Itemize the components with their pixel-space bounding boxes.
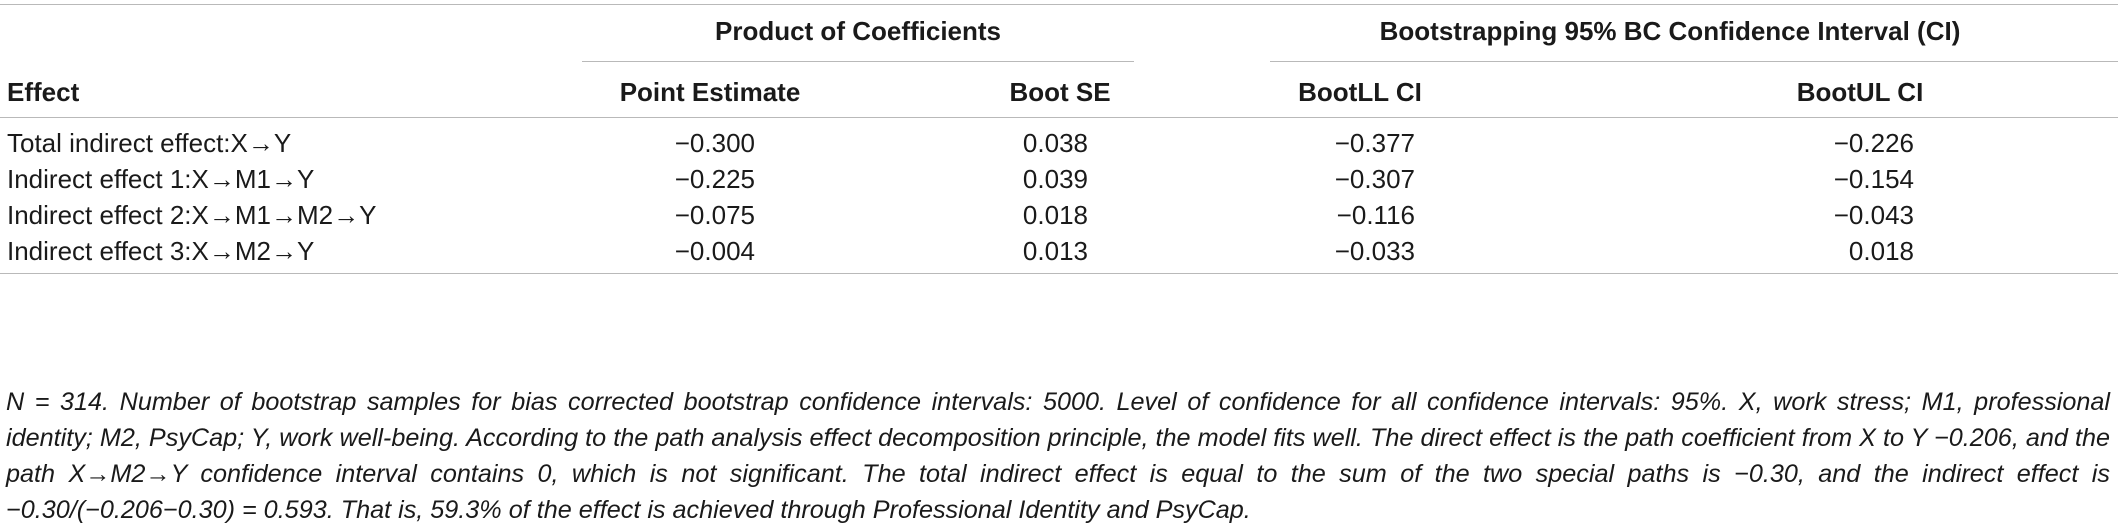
header-bottom-rule bbox=[0, 117, 2118, 118]
table-row-3-bootul-ci: −0.043 bbox=[1833, 200, 1914, 230]
group-rule-bootstrap bbox=[1270, 61, 2118, 62]
table-bottom-rule bbox=[0, 273, 2118, 274]
table-row-2-boot-se: 0.039 bbox=[1022, 164, 1088, 194]
table-row-1-effect: Total indirect effect:X→Y bbox=[7, 128, 292, 158]
table-row-4-boot-se: 0.013 bbox=[1022, 236, 1088, 266]
table-row-4-bootul-ci: 0.018 bbox=[1848, 236, 1914, 266]
column-header-effect: Effect bbox=[7, 77, 80, 107]
table-row-2-effect: Indirect effect 1:X→M1→Y bbox=[7, 164, 315, 194]
column-header-boot-se: Boot SE bbox=[1009, 77, 1111, 107]
table-row-3-point-estimate: −0.075 bbox=[674, 200, 755, 230]
table-row-3-effect: Indirect effect 2:X→M1→M2→Y bbox=[7, 200, 377, 230]
table-row-1-boot-se: 0.038 bbox=[1022, 128, 1088, 158]
table-row-1-point-estimate: −0.300 bbox=[674, 128, 755, 158]
table-top-rule bbox=[0, 4, 2118, 5]
table-row-4-point-estimate: −0.004 bbox=[674, 236, 755, 266]
group-header-bootstrap: Bootstrapping 95% BC Confidence Interval… bbox=[1379, 16, 1961, 46]
table-row-2-bootll-ci: −0.307 bbox=[1334, 164, 1415, 194]
table-row-1-bootul-ci: −0.226 bbox=[1833, 128, 1914, 158]
table-footnote: N = 314. Number of bootstrap samples for… bbox=[6, 388, 2110, 524]
table-row-1-bootll-ci: −0.377 bbox=[1334, 128, 1415, 158]
table-row-3-boot-se: 0.018 bbox=[1022, 200, 1088, 230]
table-row-2-point-estimate: −0.225 bbox=[674, 164, 755, 194]
group-rule-product bbox=[582, 61, 1134, 62]
column-header-point-estimate: Point Estimate bbox=[619, 77, 801, 107]
column-header-bootll-ci: BootLL CI bbox=[1298, 77, 1422, 107]
table-row-4-effect: Indirect effect 3:X→M2→Y bbox=[7, 236, 315, 266]
group-header-product: Product of Coefficients bbox=[714, 16, 1001, 46]
table-row-2-bootul-ci: −0.154 bbox=[1833, 164, 1914, 194]
table-row-3-bootll-ci: −0.116 bbox=[1336, 200, 1415, 230]
column-header-bootul-ci: BootUL CI bbox=[1796, 77, 1924, 107]
table-row-4-bootll-ci: −0.033 bbox=[1334, 236, 1415, 266]
